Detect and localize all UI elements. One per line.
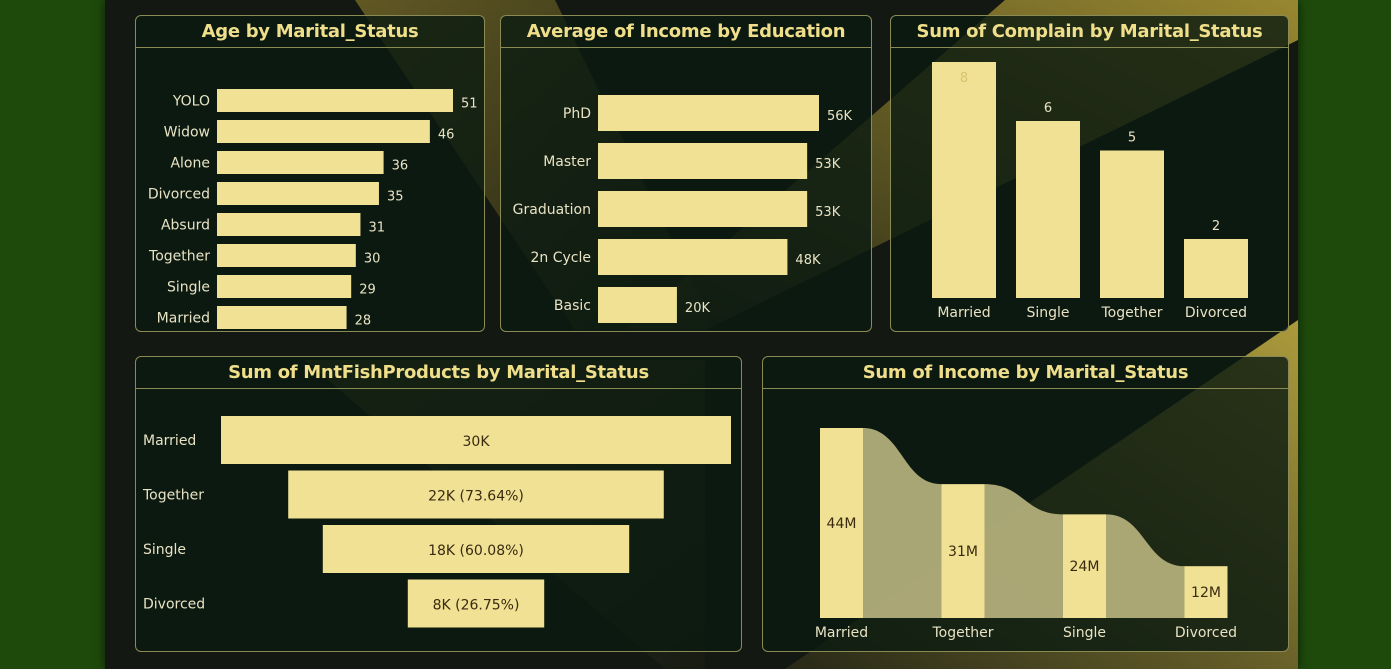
category-label: Together (148, 249, 210, 265)
category-label: Graduation (513, 202, 591, 218)
data-label: 18K (60.08%) (428, 543, 524, 559)
data-label: 2 (1212, 219, 1220, 234)
data-label: 22K (73.64%) (428, 489, 524, 505)
income-ribbon-chart: 44M Married 31M Together 24M Single 12M Divorce… (815, 428, 1237, 641)
bar (932, 62, 996, 298)
category-label: Alone (170, 156, 210, 172)
bar (217, 182, 379, 205)
ribbon-connector (984, 484, 1063, 618)
data-label: 12M (1191, 585, 1221, 601)
data-label: 31 (368, 221, 385, 236)
fish-funnel-chart: Married 30K Together 22K (73.64%) Single 18K … (142, 416, 731, 628)
chart-title: Age by Marital_Status (136, 16, 484, 48)
data-label: 53K (815, 205, 841, 220)
chart-title: Sum of Income by Marital_Status (763, 357, 1288, 389)
category-label: Basic (554, 298, 591, 314)
bar (598, 95, 819, 131)
panel-age-by-marital-status: Age by Marital_Status YOLO 51 Widow 46 Alone… (135, 15, 485, 332)
income-education-chart: PhD 56K Master 53K Graduation 53K 2n Cycle 48K B… (513, 95, 853, 323)
category-label: Divorced (148, 187, 210, 203)
data-label: 36 (392, 159, 409, 174)
category-label: Together (1101, 305, 1163, 321)
category-label: Absurd (161, 218, 210, 234)
category-label: Together (142, 488, 204, 504)
category-label: Married (143, 433, 196, 449)
bar (1184, 239, 1248, 298)
data-label: 6 (1044, 101, 1052, 116)
ribbon-bar (1184, 566, 1228, 618)
category-label: Married (937, 305, 990, 321)
data-label: 8K (26.75%) (433, 598, 520, 614)
category-label: Divorced (1175, 625, 1237, 641)
category-label: Master (543, 154, 591, 170)
category-label: PhD (563, 106, 591, 122)
complain-chart: 8 Married 6 Single 5 Together 2 Divorced (932, 62, 1248, 321)
data-label: 31M (948, 544, 978, 560)
chart-title: Average of Income by Education (501, 16, 871, 48)
funnel-bar (288, 470, 664, 519)
ribbon-connector (1106, 514, 1185, 618)
data-label: 29 (359, 283, 376, 298)
category-label: Single (1026, 305, 1069, 321)
category-label: 2n Cycle (531, 250, 592, 266)
category-label: Married (815, 625, 868, 641)
data-label: 51 (461, 97, 478, 112)
data-label: 24M (1070, 559, 1100, 575)
data-label: 46 (438, 128, 455, 143)
category-label: Divorced (143, 597, 205, 613)
panel-complain-by-marital-status: Sum of Complain by Marital_Status 8 Marri… (890, 15, 1289, 332)
age-chart: YOLO 51 Widow 46 Alone 36 Divorced 35 Absurd 31 To… (148, 89, 478, 329)
category-label: Widow (164, 125, 210, 141)
data-label: 20K (685, 301, 711, 316)
data-label: 30 (364, 252, 381, 267)
data-label: 44M (827, 516, 857, 532)
category-label: Single (143, 542, 186, 558)
data-label: 5 (1128, 131, 1136, 146)
category-label: Together (932, 625, 994, 641)
data-label: 35 (387, 190, 404, 205)
category-label: Single (1063, 625, 1106, 641)
category-label: Married (157, 311, 210, 327)
data-label: 30K (463, 434, 491, 450)
chart-title: Sum of MntFishProducts by Marital_Status (136, 357, 741, 389)
data-label: 28 (355, 314, 372, 329)
panel-income-by-education: Average of Income by Education PhD 56K Mas… (500, 15, 872, 332)
data-label: 56K (827, 109, 853, 124)
funnel-bar (322, 525, 630, 573)
bar (217, 120, 430, 143)
bar (1016, 121, 1080, 298)
bar (217, 213, 361, 236)
bar (598, 143, 808, 179)
category-label: Divorced (1185, 305, 1247, 321)
panel-income-by-marital-status: Sum of Income by Marital_Status 44M Marri… (762, 356, 1289, 652)
data-label: 53K (815, 157, 841, 172)
category-label: YOLO (172, 94, 210, 110)
bar (217, 306, 347, 329)
funnel-bar (221, 416, 731, 464)
panel-fish-products-by-marital-status: Sum of MntFishProducts by Marital_Status… (135, 356, 742, 652)
bar (598, 239, 788, 275)
ribbon-connector (863, 428, 942, 618)
bar (217, 244, 356, 267)
funnel-bar (407, 579, 545, 628)
bar (598, 287, 677, 323)
bar (1100, 150, 1164, 298)
bar (598, 191, 808, 227)
ribbon-bar (1063, 514, 1106, 618)
bar (217, 89, 453, 112)
ribbon-bar (941, 484, 985, 618)
chart-title: Sum of Complain by Marital_Status (891, 16, 1288, 48)
ribbon-bar (820, 428, 863, 618)
category-label: Single (167, 280, 210, 296)
data-label: 8 (960, 71, 968, 86)
data-label: 48K (795, 253, 821, 268)
bar (217, 275, 352, 298)
bar (217, 151, 384, 174)
